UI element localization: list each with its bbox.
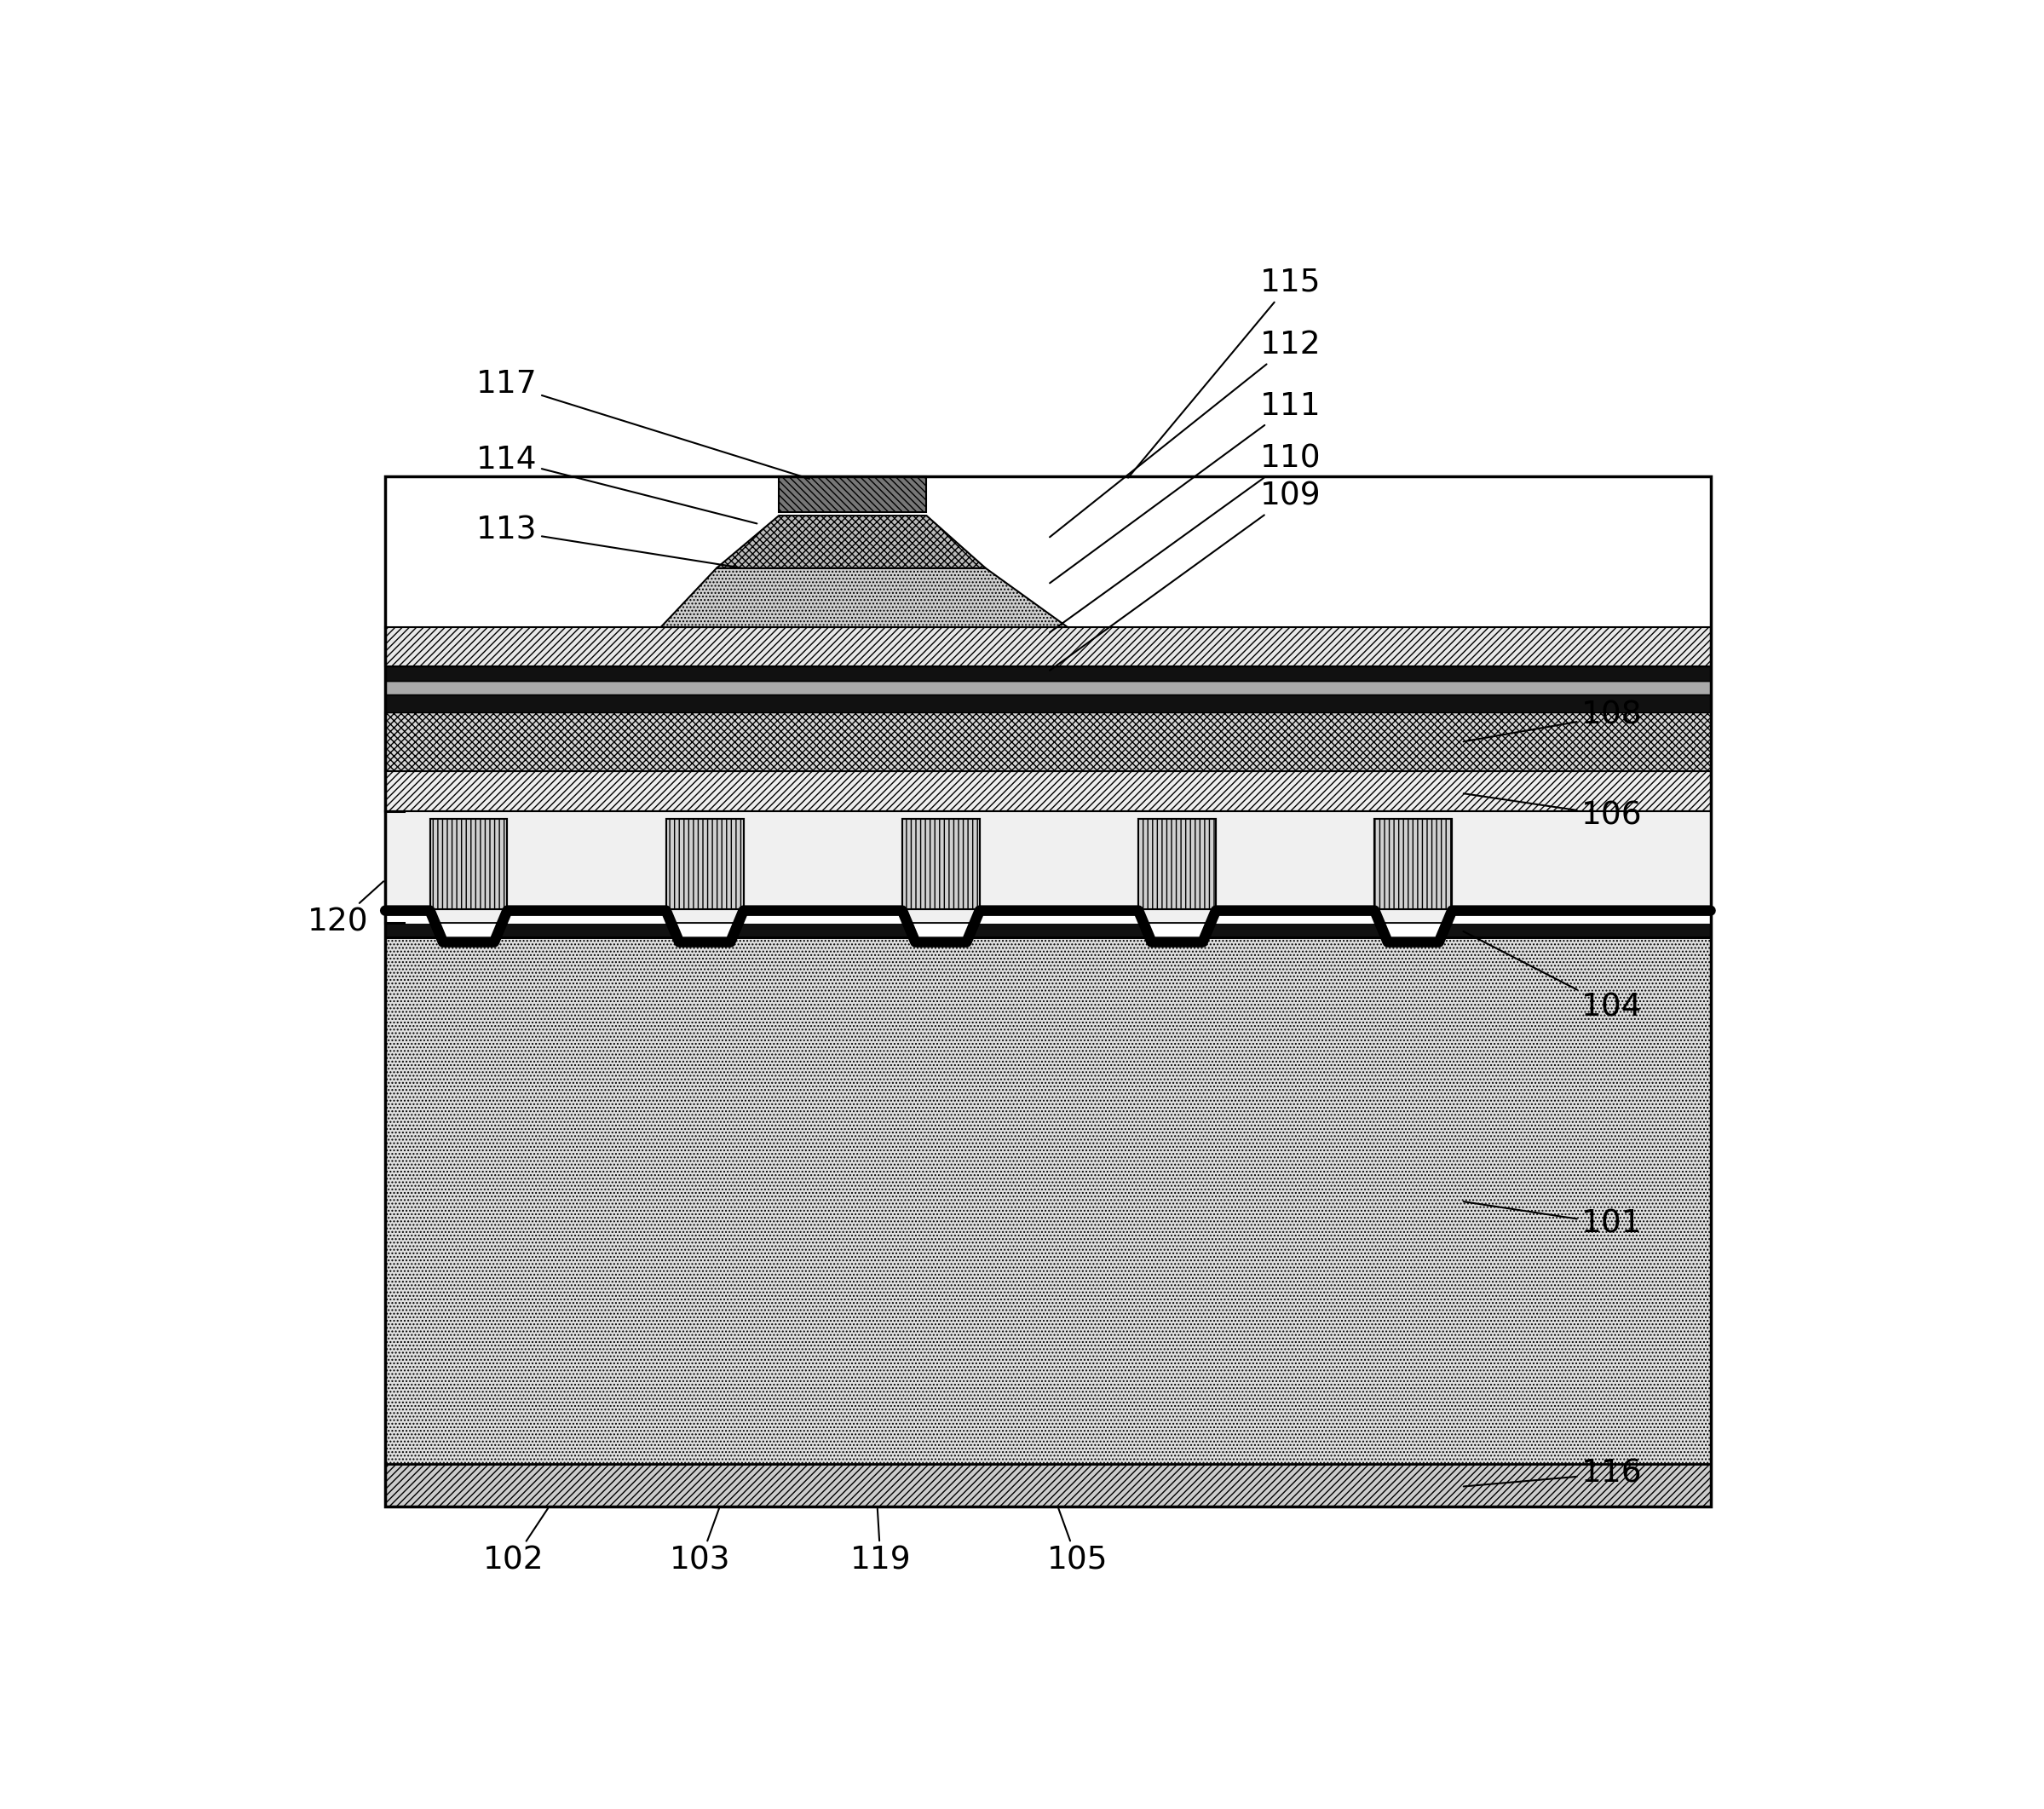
Text: 105: 105	[1047, 1509, 1108, 1576]
Bar	[901, 819, 979, 910]
Bar	[901, 819, 979, 910]
Bar	[384, 680, 1711, 695]
Bar	[384, 1463, 1711, 1507]
Text: 106: 106	[1464, 794, 1643, 830]
Bar	[384, 810, 1711, 923]
Bar	[384, 666, 1711, 680]
Bar	[384, 476, 1711, 1507]
Text: 113: 113	[476, 516, 740, 568]
Bar	[779, 476, 926, 512]
Bar	[384, 923, 1711, 937]
Bar	[429, 819, 507, 910]
Text: 109: 109	[1051, 481, 1320, 671]
Polygon shape	[384, 910, 1711, 942]
Bar	[1139, 819, 1216, 910]
Bar	[384, 628, 1711, 666]
Text: 112: 112	[1051, 329, 1320, 537]
Bar	[1376, 819, 1451, 910]
Bar	[666, 819, 744, 910]
Polygon shape	[717, 516, 985, 568]
Text: 103: 103	[670, 1509, 730, 1576]
Text: 102: 102	[482, 1509, 548, 1576]
Bar	[384, 713, 1711, 771]
Text: 111: 111	[1051, 391, 1320, 582]
Bar	[1139, 819, 1216, 910]
Text: 104: 104	[1464, 932, 1643, 1024]
Text: 114: 114	[476, 445, 756, 523]
Text: 116: 116	[1464, 1458, 1643, 1489]
Text: 120: 120	[307, 881, 384, 937]
Text: 108: 108	[1464, 700, 1643, 742]
Bar	[384, 771, 1711, 810]
Text: 119: 119	[850, 1509, 912, 1576]
Polygon shape	[660, 568, 1067, 628]
Bar	[384, 695, 1711, 713]
Text: 110: 110	[1051, 443, 1320, 633]
Bar	[429, 819, 507, 910]
Text: 101: 101	[1464, 1201, 1643, 1239]
Text: 117: 117	[476, 369, 809, 479]
Bar	[1376, 819, 1451, 910]
Text: 115: 115	[1128, 268, 1320, 478]
Bar	[666, 819, 744, 910]
Bar	[384, 937, 1711, 1463]
